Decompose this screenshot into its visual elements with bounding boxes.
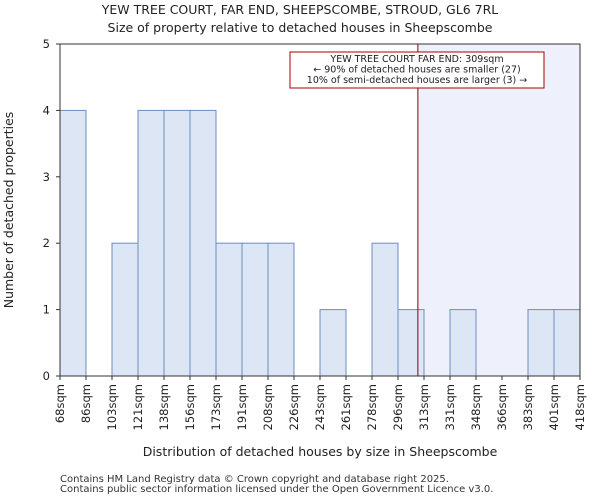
x-tick-label: 243sqm [313,384,327,430]
x-ticks: 68sqm 86sqm 103sqm 121sqm 138sqm 156sqm 173sqm… [53,376,587,430]
x-tick-label: 348sqm [469,384,483,430]
y-tick-label: 4 [43,103,50,117]
bar-173sqm [215,242,243,377]
x-tick-label: 226sqm [287,384,301,430]
x-tick-label: 68sqm [53,384,67,423]
bar-278sqm [371,242,399,377]
bar-296sqm [397,309,425,377]
bar-383sqm [527,309,555,377]
chart-subtitle: Size of property relative to detached ho… [108,20,493,35]
x-tick-label: 173sqm [209,384,223,430]
y-tick-label: 1 [43,303,50,317]
x-tick-label: 418sqm [573,384,587,430]
x-tick-label: 86sqm [79,384,93,423]
annotation-line-2: ← 90% of detached houses are smaller (27… [313,65,520,76]
y-ticks: 0 1 2 3 4 5 [43,37,60,383]
x-tick-label: 208sqm [261,384,275,430]
bar-208sqm [267,242,295,377]
annotation-frame [289,51,545,89]
bar-103sqm [111,242,139,377]
x-tick-label: 313sqm [417,384,431,430]
footer-copyright: Contains HM Land Registry data © Crown c… [60,474,449,485]
x-tick-label: 103sqm [105,384,119,430]
annotation-line-1: YEW TREE COURT FAR END: 309sqm [329,54,503,65]
x-tick-label: 383sqm [521,384,535,430]
x-tick-label: 278sqm [365,384,379,430]
y-axis-label: Number of detached properties [1,112,16,309]
x-tick-label: 156sqm [183,384,197,430]
bar-243sqm [319,309,347,377]
x-axis-label: Distribution of detached houses by size … [143,444,498,459]
bar-191sqm [241,242,269,377]
footer-licence: Contains public sector information licen… [60,484,494,495]
bar-156sqm [189,109,217,377]
x-tick-label: 261sqm [339,384,353,430]
bar-68sqm [59,109,87,377]
bar-138sqm [163,109,191,377]
y-tick-label: 5 [43,37,50,51]
x-tick-label: 331sqm [443,384,457,430]
bar-401sqm [553,309,581,377]
x-tick-label: 191sqm [235,384,249,430]
bar-331sqm [449,309,477,377]
x-tick-label: 401sqm [547,384,561,430]
bars-group [59,109,581,377]
x-tick-label: 366sqm [495,384,509,430]
x-tick-label: 138sqm [157,384,171,430]
x-tick-label: 121sqm [131,384,145,430]
annotation-box: YEW TREE COURT FAR END: 309sqm ← 90% of … [289,51,545,89]
y-tick-label: 3 [43,170,50,184]
x-tick-label: 296sqm [391,384,405,430]
y-tick-label: 0 [43,369,50,383]
bar-121sqm [137,109,165,377]
chart-title: YEW TREE COURT, FAR END, SHEEPSCOMBE, ST… [101,2,499,17]
annotation-line-3: 10% of semi-detached houses are larger (… [307,75,527,86]
y-tick-label: 2 [43,236,50,250]
